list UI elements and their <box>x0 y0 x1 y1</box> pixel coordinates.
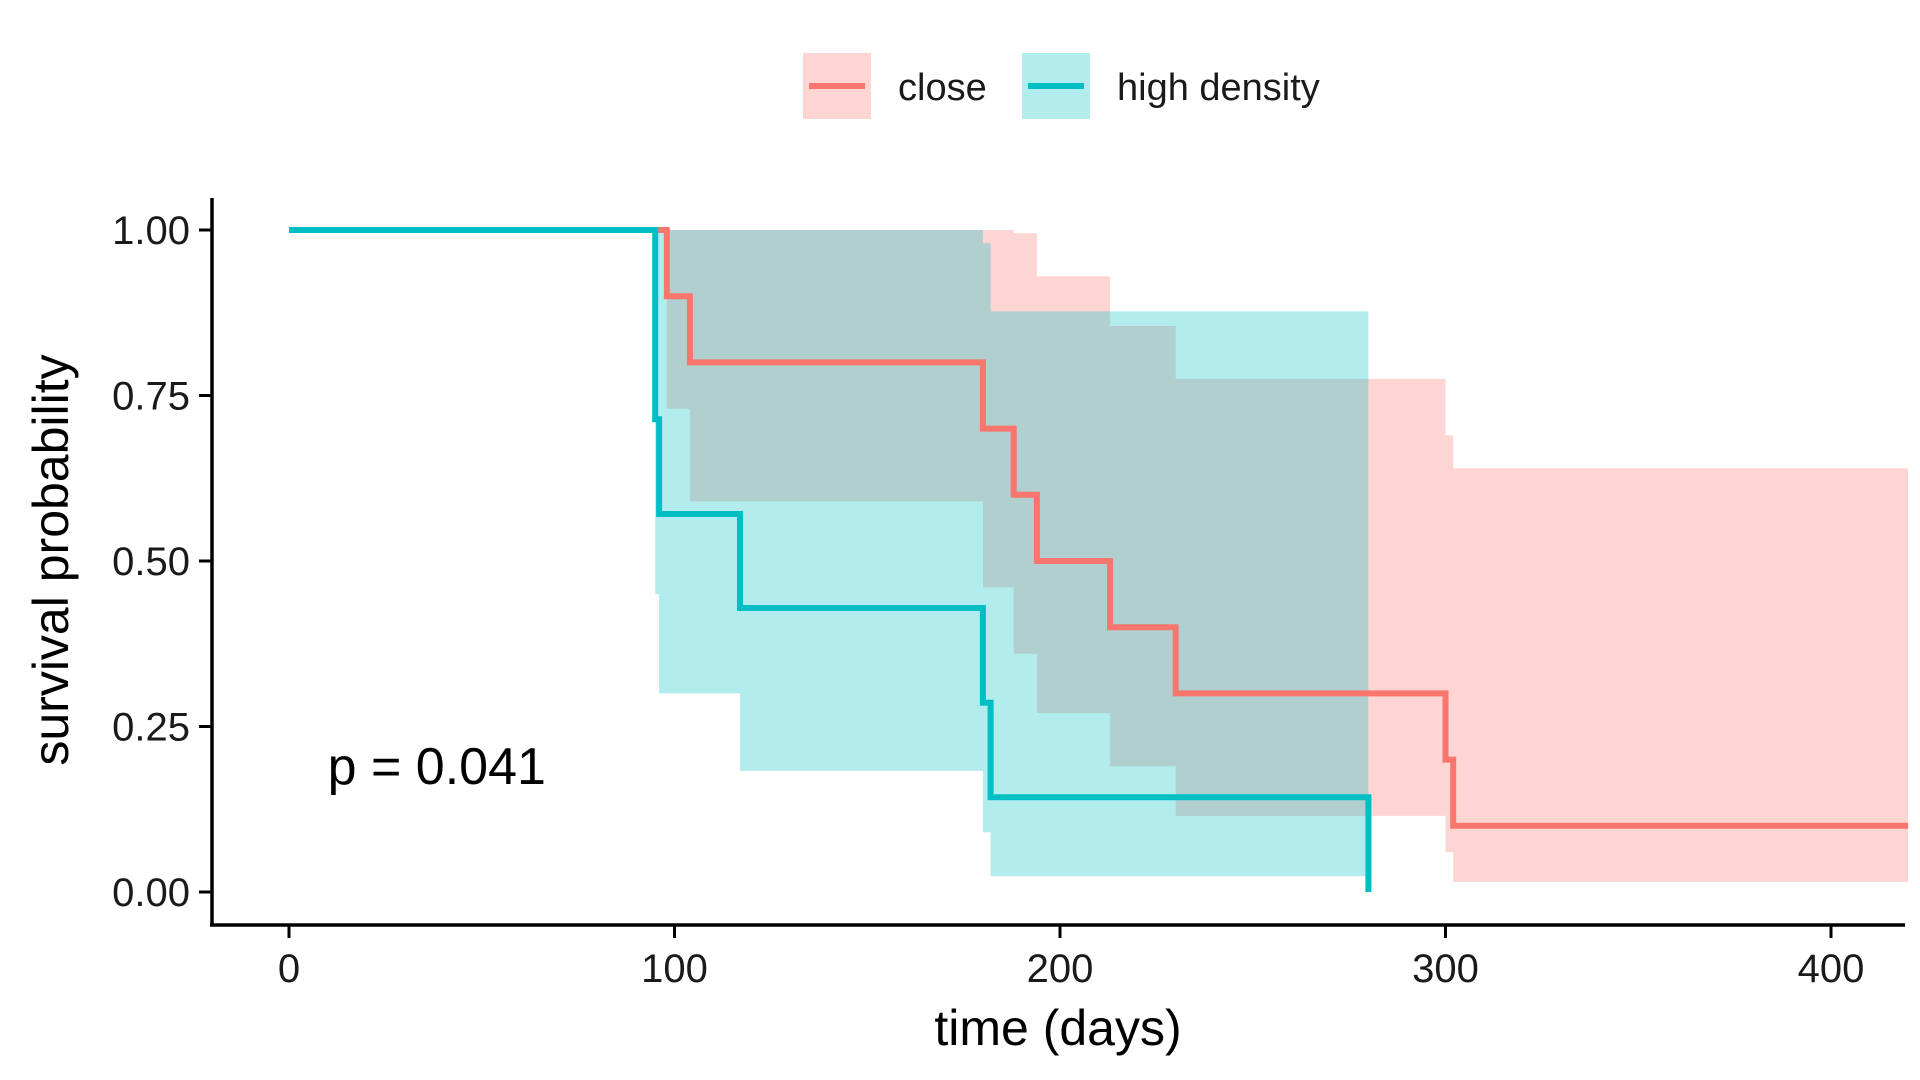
x-axis-title: time (days) <box>934 1000 1181 1056</box>
legend: close high density <box>803 53 1320 119</box>
x-tick-label: 300 <box>1412 947 1479 991</box>
x-tick-label: 400 <box>1798 947 1865 991</box>
legend-label-0: close <box>898 67 987 109</box>
y-tick-label: 0.25 <box>112 706 190 750</box>
y-tick-label: 0.75 <box>112 375 190 419</box>
survival-curve-1 <box>289 227 1372 892</box>
survival-curves <box>289 227 1909 892</box>
confidence-band-0 <box>289 230 1909 883</box>
confidence-bands <box>289 230 1909 883</box>
p-value-annotation: p = 0.041 <box>328 738 546 796</box>
x-tick-label: 100 <box>641 947 708 991</box>
y-tick-label: 0.00 <box>112 871 190 915</box>
legend-label-1: high density <box>1117 67 1320 109</box>
x-tick-label: 200 <box>1027 947 1094 991</box>
ticks: 0 100 200 300 400 0.00 0.25 0.50 0.75 1.00 <box>112 209 1864 991</box>
survival-curve-0 <box>289 227 1909 829</box>
y-tick-label: 1.00 <box>112 209 190 253</box>
y-axis-title: survival probability <box>23 354 79 765</box>
confidence-band-1 <box>289 230 1369 877</box>
y-tick-label: 0.50 <box>112 540 190 584</box>
x-tick-label: 0 <box>278 947 300 991</box>
